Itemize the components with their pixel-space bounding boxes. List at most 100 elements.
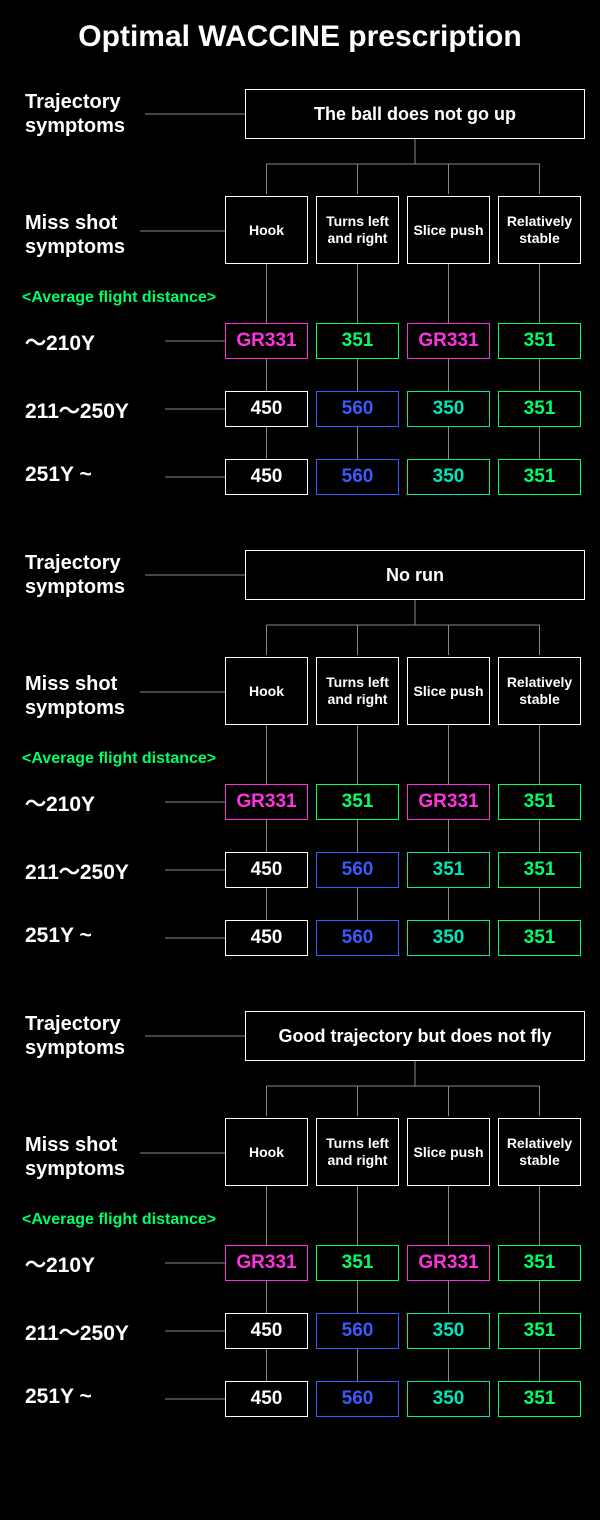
prescription-cell: 450 [225,1313,308,1349]
prescription-cell: GR331 [225,784,308,820]
prescription-cell: 350 [407,1313,490,1349]
section: Trajectorysymptoms No run Miss shotsymptom… [10,545,590,966]
data-row: 211～250Y 450560350351 [10,1309,590,1359]
missshot-box: Slice push [407,196,490,264]
distance-label: ～210Y [25,327,95,357]
cells: 450560350351 [225,920,581,956]
missshot-box: Turns leftand right [316,196,399,264]
section: Trajectorysymptoms Good trajectory but do… [10,1006,590,1427]
trajectory-value-box: Good trajectory but does not fly [245,1011,585,1061]
missshot-box: Turns leftand right [316,1118,399,1186]
prescription-cell: GR331 [407,784,490,820]
cells: 450560350351 [225,391,581,427]
trajectory-row: Trajectorysymptoms No run [10,545,590,610]
cells: GR331351GR331351 [225,1245,581,1281]
missshot-symptoms-label: Miss shotsymptoms [25,1133,125,1181]
distance-label: ～210Y [25,1249,95,1279]
avg-flight-distance-label: <Average flight distance> [22,750,590,768]
missshot-symptoms-label: Miss shotsymptoms [25,211,125,259]
prescription-cell: 351 [498,784,581,820]
prescription-cell: 560 [316,391,399,427]
prescription-cell: 350 [407,1381,490,1417]
prescription-cell: GR331 [225,323,308,359]
trajectory-value-box: No run [245,550,585,600]
distance-label: 211～250Y [25,1317,129,1347]
trajectory-row: Trajectorysymptoms The ball does not go u… [10,84,590,149]
distance-label: 251Y ~ [25,924,92,948]
data-row: 251Y ~ 450560350351 [10,1377,590,1427]
distance-label: ～210Y [25,788,95,818]
data-rows: ～210YGR331351GR331351211～250Y45056035135… [10,780,590,966]
avg-flight-distance-label: <Average flight distance> [22,289,590,307]
prescription-cell: 351 [498,1381,581,1417]
prescription-cell: 351 [498,459,581,495]
prescription-cell: 351 [498,323,581,359]
missshot-box: Slice push [407,657,490,725]
missshot-box: Slice push [407,1118,490,1186]
prescription-cell: 351 [316,1245,399,1281]
missshot-box: Turns leftand right [316,657,399,725]
missshot-row: Miss shotsymptoms HookTurns leftand right… [10,189,590,279]
prescription-cell: 351 [498,920,581,956]
prescription-cell: 450 [225,1381,308,1417]
cells: GR331351GR331351 [225,784,581,820]
cells: 450560351351 [225,852,581,888]
trajectory-symptoms-label: Trajectorysymptoms [25,551,125,599]
data-rows: ～210YGR331351GR331351211～250Y45056035035… [10,1241,590,1427]
prescription-cell: 351 [498,1313,581,1349]
distance-label: 211～250Y [25,395,129,425]
trajectory-value-box: The ball does not go up [245,89,585,139]
prescription-cell: 350 [407,459,490,495]
missshot-box: Relativelystable [498,657,581,725]
missshot-row: Miss shotsymptoms HookTurns leftand right… [10,650,590,740]
prescription-cell: 560 [316,920,399,956]
missshot-boxes: HookTurns leftand rightSlice pushRelativ… [225,1118,581,1186]
missshot-box: Hook [225,196,308,264]
missshot-symptoms-label: Miss shotsymptoms [25,672,125,720]
prescription-cell: 560 [316,852,399,888]
missshot-box: Hook [225,657,308,725]
sections-container: Trajectorysymptoms The ball does not go u… [10,84,590,1427]
missshot-box: Relativelystable [498,196,581,264]
avg-flight-distance-label: <Average flight distance> [22,1211,590,1229]
distance-label: 251Y ~ [25,463,92,487]
data-row: 211～250Y 450560350351 [10,387,590,437]
page-title: Optimal WACCINE prescription [10,20,590,54]
prescription-cell: 450 [225,852,308,888]
prescription-cell: 351 [316,323,399,359]
data-row: ～210YGR331351GR331351 [10,1241,590,1291]
cells: 450560350351 [225,1313,581,1349]
distance-label: 211～250Y [25,856,129,886]
missshot-row: Miss shotsymptoms HookTurns leftand right… [10,1111,590,1201]
trajectory-symptoms-label: Trajectorysymptoms [25,90,125,138]
data-row: 251Y ~ 450560350351 [10,455,590,505]
prescription-cell: GR331 [407,323,490,359]
prescription-cell: 560 [316,1381,399,1417]
missshot-boxes: HookTurns leftand rightSlice pushRelativ… [225,196,581,264]
data-row: 211～250Y450560351351 [10,848,590,898]
data-row: 251Y ~ 450560350351 [10,916,590,966]
trajectory-row: Trajectorysymptoms Good trajectory but do… [10,1006,590,1071]
distance-label: 251Y ~ [25,1385,92,1409]
prescription-cell: 560 [316,1313,399,1349]
missshot-boxes: HookTurns leftand rightSlice pushRelativ… [225,657,581,725]
prescription-cell: GR331 [225,1245,308,1281]
data-row: ～210YGR331351GR331351 [10,319,590,369]
cells: GR331351GR331351 [225,323,581,359]
data-row: ～210YGR331351GR331351 [10,780,590,830]
prescription-cell: 351 [498,852,581,888]
prescription-cell: 350 [407,391,490,427]
cells: 450560350351 [225,459,581,495]
prescription-cell: 351 [498,391,581,427]
trajectory-symptoms-label: Trajectorysymptoms [25,1012,125,1060]
cells: 450560350351 [225,1381,581,1417]
section: Trajectorysymptoms The ball does not go u… [10,84,590,505]
prescription-cell: 450 [225,459,308,495]
prescription-cell: 560 [316,459,399,495]
prescription-cell: 350 [407,920,490,956]
missshot-box: Relativelystable [498,1118,581,1186]
prescription-cell: 351 [498,1245,581,1281]
prescription-cell: 351 [407,852,490,888]
prescription-cell: 351 [316,784,399,820]
prescription-cell: GR331 [407,1245,490,1281]
